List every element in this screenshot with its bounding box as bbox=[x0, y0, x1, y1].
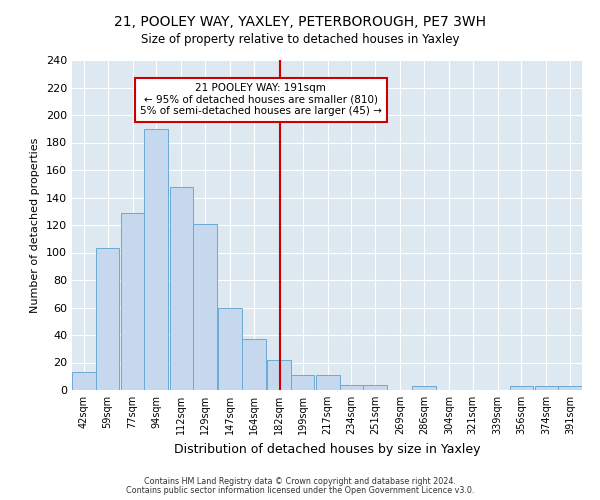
Bar bbox=[509, 386, 533, 390]
Bar bbox=[193, 224, 217, 390]
Text: 21 POOLEY WAY: 191sqm
← 95% of detached houses are smaller (810)
5% of semi-deta: 21 POOLEY WAY: 191sqm ← 95% of detached … bbox=[140, 83, 382, 116]
X-axis label: Distribution of detached houses by size in Yaxley: Distribution of detached houses by size … bbox=[174, 442, 480, 456]
Bar bbox=[363, 384, 387, 390]
Bar bbox=[412, 386, 436, 390]
Y-axis label: Number of detached properties: Number of detached properties bbox=[31, 138, 40, 312]
Bar bbox=[170, 186, 193, 390]
Bar bbox=[535, 386, 559, 390]
Bar bbox=[559, 386, 582, 390]
Bar bbox=[145, 128, 168, 390]
Text: Contains HM Land Registry data © Crown copyright and database right 2024.: Contains HM Land Registry data © Crown c… bbox=[144, 477, 456, 486]
Bar bbox=[242, 339, 266, 390]
Bar bbox=[267, 360, 291, 390]
Text: 21, POOLEY WAY, YAXLEY, PETERBOROUGH, PE7 3WH: 21, POOLEY WAY, YAXLEY, PETERBOROUGH, PE… bbox=[114, 15, 486, 29]
Bar bbox=[121, 212, 145, 390]
Text: Size of property relative to detached houses in Yaxley: Size of property relative to detached ho… bbox=[141, 32, 459, 46]
Bar bbox=[340, 384, 363, 390]
Bar bbox=[316, 375, 340, 390]
Bar bbox=[218, 308, 242, 390]
Bar bbox=[95, 248, 119, 390]
Bar bbox=[291, 375, 314, 390]
Bar bbox=[72, 372, 95, 390]
Text: Contains public sector information licensed under the Open Government Licence v3: Contains public sector information licen… bbox=[126, 486, 474, 495]
